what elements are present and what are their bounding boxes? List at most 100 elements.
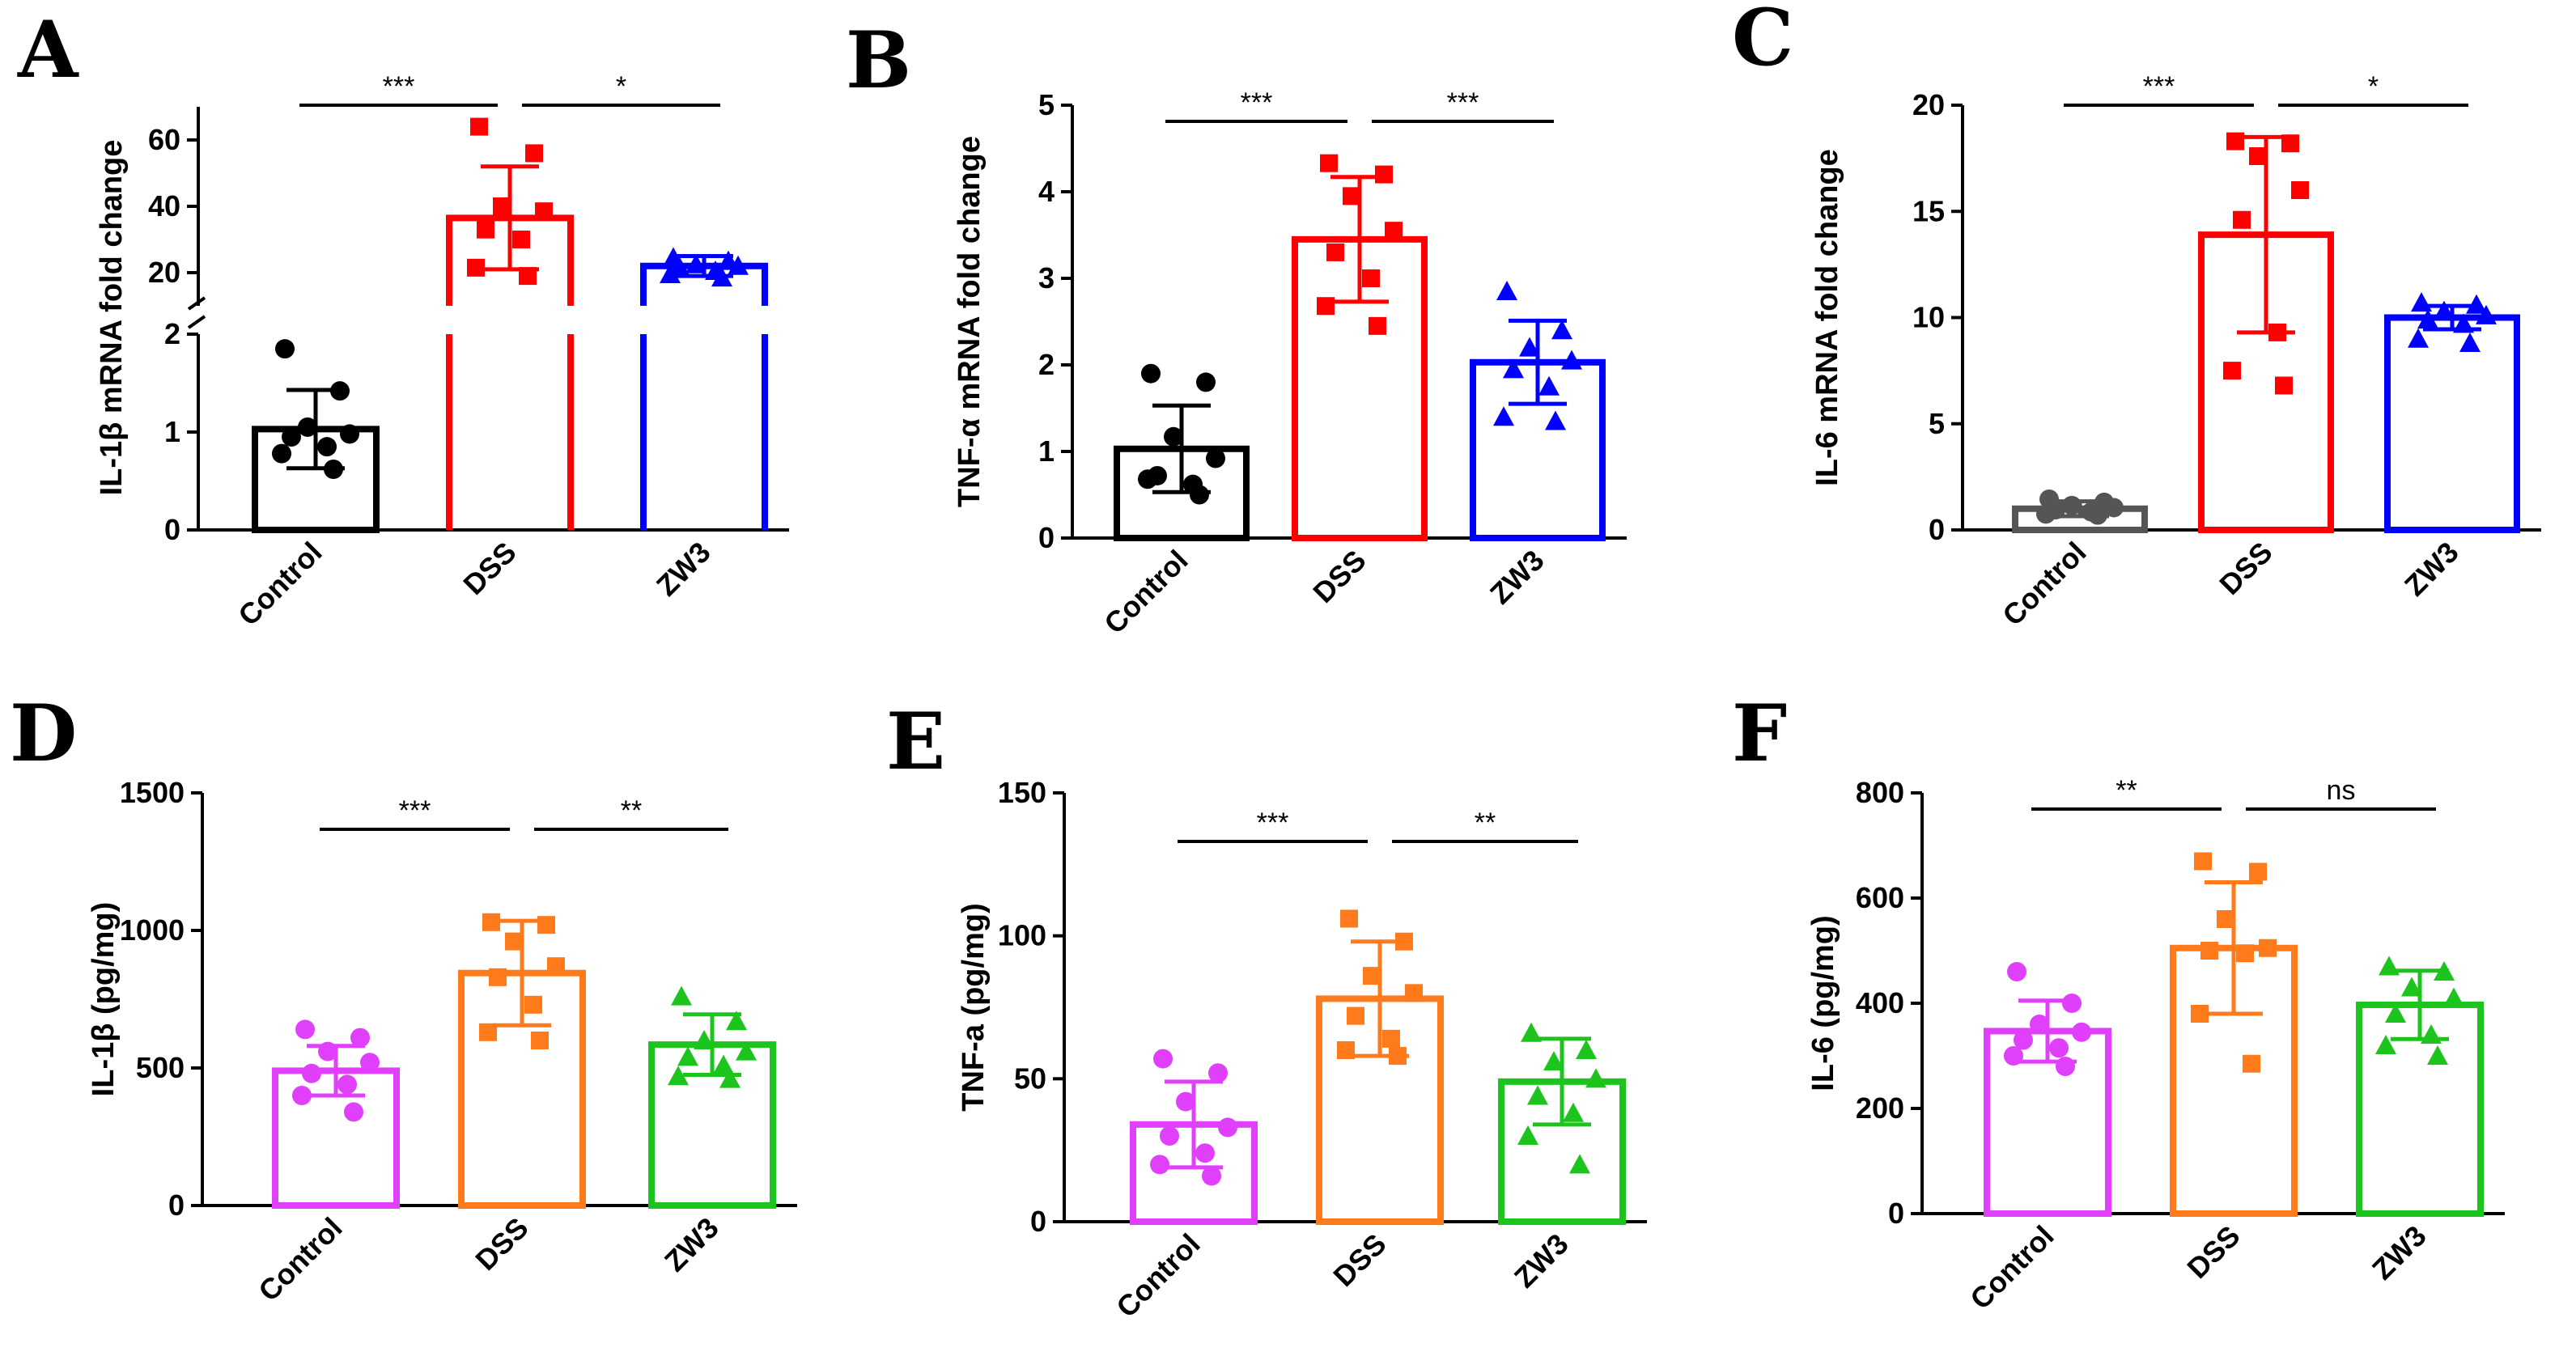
data-point — [685, 253, 707, 273]
y-tick-label: 2 — [1038, 348, 1055, 381]
data-point — [2408, 328, 2429, 348]
y-tick-label: 20 — [1912, 88, 1945, 121]
data-point — [482, 913, 500, 931]
data-point — [2434, 300, 2455, 320]
data-point — [736, 1040, 757, 1061]
y-tick-label: 600 — [1856, 881, 1904, 914]
y-tick-label: 1500 — [120, 776, 185, 809]
data-point — [1538, 375, 1560, 396]
category-label: Control — [1110, 1227, 1206, 1324]
data-point — [1576, 1040, 1597, 1059]
data-point — [1340, 909, 1358, 928]
data-point — [2104, 498, 2124, 518]
category-label: ZW3 — [2398, 536, 2465, 603]
data-point — [535, 202, 553, 221]
axis-break-mark — [187, 315, 206, 329]
data-point — [519, 267, 537, 286]
data-point — [711, 267, 732, 287]
y-tick-label: 150 — [998, 776, 1046, 809]
data-point — [1405, 984, 1423, 1002]
significance-label: ** — [621, 795, 642, 826]
y-axis-label: IL-1β mRNA fold change — [95, 140, 129, 496]
data-point — [1138, 469, 1157, 489]
data-point — [2375, 1035, 2396, 1054]
data-point — [275, 339, 295, 359]
y-tick-label: 1 — [1038, 434, 1055, 468]
chart-panel-f: F 0 200 400 600 800 IL-6 (pg/mg) Control DSS ZW3 *… — [1732, 688, 2505, 1316]
significance-label: *** — [383, 71, 415, 102]
data-point — [1545, 410, 1566, 430]
y-tick-label: 400 — [1856, 986, 1904, 1019]
significance-label: ** — [2116, 775, 2137, 806]
category-label: DSS — [456, 536, 522, 601]
data-point — [2249, 147, 2267, 165]
y-tick-label: 15 — [1912, 194, 1945, 227]
data-point — [2417, 309, 2438, 329]
y-tick-label: 60 — [148, 123, 180, 156]
chart-panel-c: C 0 5 10 15 20 IL-6 mRNA fold change Control DSS… — [1732, 0, 2541, 632]
significance-label: *** — [1241, 87, 1273, 118]
data-point — [1208, 1063, 1228, 1083]
y-tick-label: 0 — [1929, 513, 1945, 546]
data-point — [2062, 994, 2082, 1013]
chart-panel-b: B 0 1 2 3 4 5 TNF-α mRNA fold change Control DSS Z… — [846, 15, 1627, 640]
data-point — [713, 1054, 734, 1074]
y-tick-label: 4 — [1038, 175, 1055, 208]
data-point — [694, 1030, 715, 1049]
data-point — [1176, 1091, 1195, 1112]
significance-label: ns — [2327, 775, 2356, 806]
data-point — [525, 144, 543, 163]
data-point — [1521, 1022, 1542, 1042]
data-point — [537, 916, 555, 934]
panel-letter: C — [1732, 0, 1793, 83]
data-point — [317, 437, 337, 457]
category-label: ZW3 — [650, 536, 717, 603]
data-point — [505, 932, 523, 951]
data-point — [1389, 1047, 1407, 1066]
data-point — [2385, 1003, 2406, 1023]
data-point — [489, 968, 507, 986]
data-point — [2223, 362, 2241, 380]
category-label: Control — [252, 1211, 348, 1307]
data-point — [298, 417, 317, 437]
significance-label: *** — [1447, 87, 1479, 118]
category-label: DSS — [1306, 544, 1372, 609]
data-point — [2226, 132, 2244, 150]
data-point — [2056, 1057, 2075, 1076]
category-label: ZW3 — [1508, 1227, 1575, 1295]
category-label: DSS — [2180, 1219, 2246, 1285]
category-label: ZW3 — [658, 1211, 725, 1278]
data-point — [2291, 181, 2309, 199]
data-point — [1585, 1068, 1606, 1088]
data-point — [1369, 316, 1386, 335]
data-point — [2036, 504, 2056, 524]
data-point — [1543, 1051, 1564, 1071]
data-point — [470, 117, 488, 136]
data-point — [2072, 1022, 2091, 1042]
data-point — [2281, 134, 2299, 153]
data-point — [1337, 1041, 1355, 1059]
data-point — [671, 985, 692, 1006]
data-point — [1190, 485, 1209, 505]
significance-label: * — [616, 71, 626, 102]
data-point — [1503, 358, 1524, 379]
data-point — [360, 1053, 380, 1073]
data-point — [2014, 1030, 2033, 1050]
category-label: Control — [1097, 544, 1194, 640]
category-label: ZW3 — [1483, 544, 1551, 611]
y-tick-label: 0 — [1888, 1197, 1904, 1230]
data-point — [2249, 862, 2267, 881]
data-point — [2004, 1046, 2023, 1066]
data-point — [1153, 1049, 1173, 1069]
data-point — [1150, 1155, 1169, 1175]
data-point — [1326, 243, 1344, 261]
data-point — [2030, 1015, 2049, 1034]
data-point — [1141, 363, 1161, 383]
data-point — [1218, 1117, 1237, 1138]
y-tick-label: 3 — [1038, 261, 1055, 295]
data-point — [719, 1068, 741, 1088]
data-point — [2236, 944, 2254, 963]
data-point — [2268, 323, 2286, 341]
y-tick-label: 100 — [998, 919, 1046, 952]
